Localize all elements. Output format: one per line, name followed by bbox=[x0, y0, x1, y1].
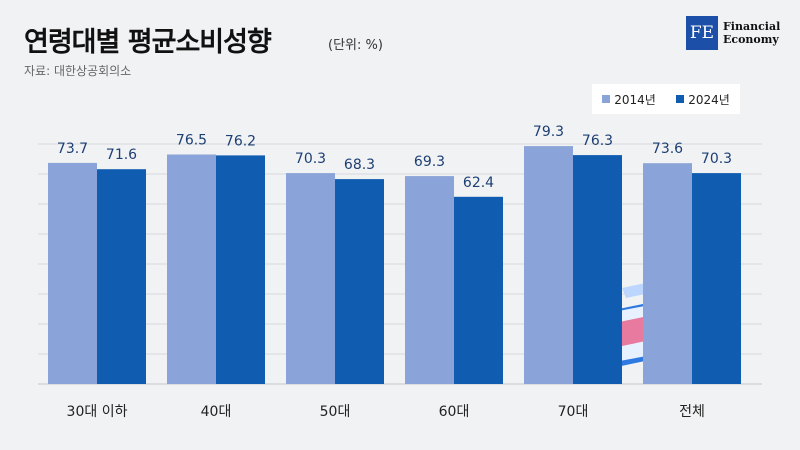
legend-item-2024: 2024년 bbox=[676, 91, 730, 108]
source-label: 자료: 대한상공회의소 bbox=[24, 64, 132, 78]
data-label-2024: 76.2 bbox=[225, 133, 256, 149]
category-label: 전체 bbox=[679, 404, 705, 420]
legend-label-2014: 2014년 bbox=[614, 92, 656, 107]
legend-swatch-2014 bbox=[602, 95, 611, 103]
data-label-2014: 69.3 bbox=[414, 154, 445, 170]
data-label-2024: 71.6 bbox=[106, 147, 137, 163]
logo-mark: FE bbox=[686, 16, 718, 50]
category-label: 70대 bbox=[558, 404, 589, 420]
data-label-2014: 70.3 bbox=[295, 151, 326, 167]
bar-2024 bbox=[692, 173, 741, 384]
bar-2014 bbox=[167, 154, 216, 384]
bar-2014 bbox=[405, 176, 454, 384]
legend: 2014년 2024년 bbox=[592, 84, 740, 114]
category-label: 60대 bbox=[439, 404, 470, 420]
logo-line2: Economy bbox=[723, 33, 779, 46]
data-label-2024: 62.4 bbox=[463, 175, 494, 191]
bar-2014 bbox=[286, 173, 335, 384]
data-label-2014: 73.7 bbox=[57, 141, 88, 157]
logo-line1: Financial bbox=[723, 20, 781, 33]
category-label: 50대 bbox=[320, 404, 351, 420]
bar-2024 bbox=[335, 179, 384, 384]
legend-label-2024: 2024년 bbox=[688, 92, 730, 107]
bar-2014 bbox=[643, 163, 692, 384]
data-label-2024: 76.3 bbox=[582, 133, 613, 149]
chart-title: 연령대별 평균소비성향 bbox=[24, 27, 272, 58]
legend-item-2014: 2014년 bbox=[602, 91, 656, 108]
brand-logo: FE Financial Economy bbox=[686, 16, 780, 50]
data-label-2024: 70.3 bbox=[701, 151, 732, 167]
bar-2024 bbox=[216, 155, 265, 384]
data-label-2014: 76.5 bbox=[176, 133, 207, 149]
data-label-2024: 68.3 bbox=[344, 157, 375, 173]
data-label-2014: 73.6 bbox=[652, 141, 683, 157]
legend-swatch-2024 bbox=[676, 95, 685, 103]
logo-text: Financial Economy bbox=[723, 20, 780, 46]
bar-2024 bbox=[97, 169, 146, 384]
category-label: 30대 이하 bbox=[67, 404, 128, 420]
bar-2024 bbox=[573, 155, 622, 384]
bar-2014 bbox=[524, 146, 573, 384]
bar-2024 bbox=[454, 196, 503, 384]
data-label-2014: 79.3 bbox=[533, 124, 564, 140]
unit-label: (단위: %) bbox=[328, 38, 383, 53]
category-label: 40대 bbox=[201, 404, 232, 420]
bar-2014 bbox=[48, 162, 97, 384]
